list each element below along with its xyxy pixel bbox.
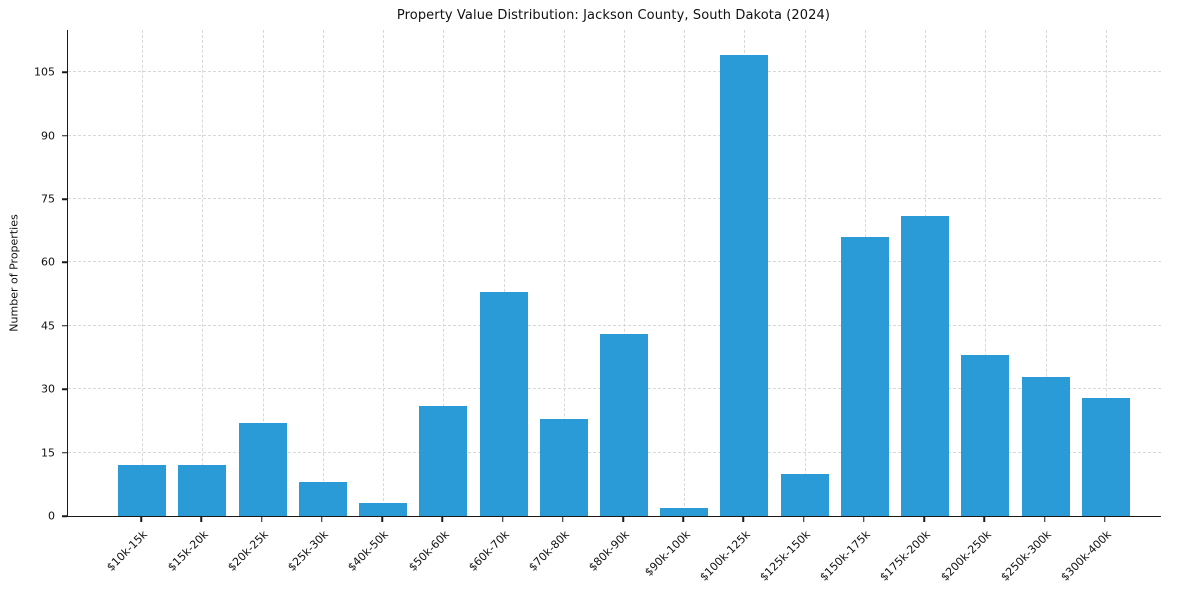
y-tick-label: 75 xyxy=(41,192,55,206)
x-tick-mark xyxy=(742,517,745,522)
x-tick-mark xyxy=(321,517,323,522)
gridline-vertical xyxy=(503,30,505,516)
x-tick-label: $125k-150k xyxy=(757,528,813,584)
x-tick-mark xyxy=(863,517,865,522)
bar xyxy=(539,418,588,516)
x-tick-label: $70k-80k xyxy=(526,528,572,574)
x-tick-label: $90k-100k xyxy=(641,528,693,579)
bar xyxy=(178,465,227,516)
x-tick-mark xyxy=(802,517,805,522)
y-tick-label: 90 xyxy=(41,129,55,143)
x-tick-label: $80k-90k xyxy=(586,528,633,574)
gridline-vertical xyxy=(624,30,625,516)
y-tick-label: 15 xyxy=(41,446,55,460)
x-tick-mark xyxy=(1043,517,1046,522)
x-axis-labels: $10k-15k $15k-20k $20k-25k $25k-30k $40k-50k… xyxy=(67,516,1160,590)
bar xyxy=(901,215,950,516)
x-tick-mark xyxy=(501,517,504,522)
x-tick-label: $100k-125k xyxy=(697,528,753,584)
gridline-vertical xyxy=(142,30,144,516)
x-tick-label: $200k-250k xyxy=(937,528,994,584)
x-tick-mark xyxy=(140,517,142,522)
gridline-vertical xyxy=(804,30,806,516)
x-tick-mark xyxy=(441,517,444,522)
bar xyxy=(479,292,528,516)
gridline-vertical xyxy=(1105,30,1107,516)
x-tick-label: $10k-15k xyxy=(104,528,151,574)
x-tick-label: $40k-50k xyxy=(345,528,392,574)
y-tick-mark xyxy=(62,325,67,327)
x-tick-label: $50k-60k xyxy=(405,528,452,574)
chart-title: Property Value Distribution: Jackson Cou… xyxy=(396,8,831,23)
gridline-vertical xyxy=(563,30,565,516)
x-tick-mark xyxy=(200,517,203,522)
bar xyxy=(359,503,408,516)
bar xyxy=(1081,397,1130,516)
gridline-horizontal xyxy=(68,71,1161,73)
gridline-vertical xyxy=(322,30,324,516)
y-tick-label: 60 xyxy=(41,255,55,269)
bar xyxy=(1021,376,1070,516)
plot-area xyxy=(67,30,1161,517)
x-tick-label: $150k-175k xyxy=(817,528,874,584)
x-tick-mark xyxy=(260,517,263,522)
x-tick-label: $60k-70k xyxy=(465,528,512,574)
y-tick-label: 45 xyxy=(41,319,55,333)
bar xyxy=(840,237,889,516)
y-tick-mark xyxy=(62,71,67,73)
x-tick-mark xyxy=(1104,517,1106,522)
x-tick-label: $15k-20k xyxy=(164,528,211,574)
gridline-horizontal xyxy=(68,324,1161,326)
y-tick-mark xyxy=(62,388,67,390)
y-tick-label: 30 xyxy=(41,382,55,396)
y-tick-mark xyxy=(62,451,67,454)
gridline-vertical xyxy=(383,30,385,516)
bar xyxy=(298,482,347,516)
gridline-vertical xyxy=(202,30,204,516)
x-tick-mark xyxy=(983,517,986,522)
x-tick-mark xyxy=(923,517,925,522)
gridline-horizontal xyxy=(68,198,1161,200)
bar xyxy=(600,334,648,516)
x-tick-label: $20k-25k xyxy=(225,528,271,574)
bar xyxy=(720,55,769,516)
x-tick-label: $250k-300k xyxy=(998,528,1054,584)
y-axis: 0 15 30 45 60 75 90 105 xyxy=(0,30,67,523)
x-tick-label: $300k-400k xyxy=(1058,528,1115,584)
bar xyxy=(780,473,829,516)
y-tick-label: 105 xyxy=(34,65,55,79)
bar xyxy=(961,355,1010,516)
y-tick-mark xyxy=(62,261,67,264)
y-tick-mark xyxy=(62,134,67,137)
gridline-vertical xyxy=(443,30,445,516)
bar xyxy=(419,406,468,516)
gridline-vertical xyxy=(985,30,987,516)
gridline-horizontal xyxy=(68,134,1161,136)
y-tick-mark xyxy=(62,515,67,517)
y-tick-label: 0 xyxy=(48,509,55,523)
x-tick-mark xyxy=(682,517,684,522)
y-tick-mark xyxy=(62,198,67,200)
gridline-vertical xyxy=(684,30,686,516)
x-tick-mark xyxy=(381,517,383,522)
bar xyxy=(238,423,287,516)
x-tick-mark xyxy=(562,517,564,522)
x-tick-mark xyxy=(622,517,624,522)
x-tick-label: $175k-200k xyxy=(877,528,934,584)
bar xyxy=(118,465,167,516)
gridline-horizontal xyxy=(68,261,1161,263)
gridline-vertical xyxy=(262,30,264,516)
bar xyxy=(660,507,709,516)
x-tick-label: $25k-30k xyxy=(285,528,332,574)
gridline-vertical xyxy=(1045,30,1047,516)
